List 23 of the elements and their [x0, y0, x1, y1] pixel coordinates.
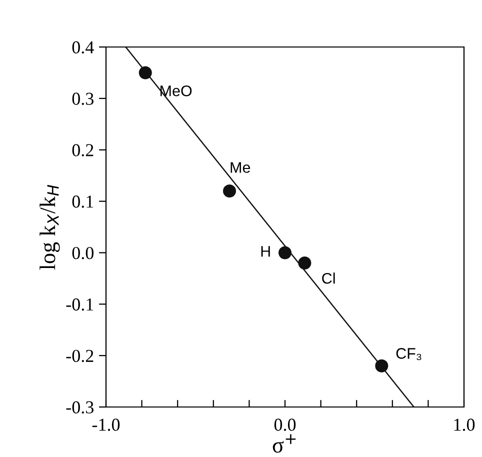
y-tick-label: -0.3: [66, 401, 94, 414]
y-tick-label: 0.4: [72, 41, 94, 54]
point: [375, 359, 388, 372]
annotation: Me: [230, 162, 250, 173]
y-tick-label: -0.2: [66, 350, 94, 362]
point: [223, 184, 236, 198]
point: [278, 246, 292, 260]
y-tick-label: 0.0: [72, 246, 94, 260]
annotation: Cl: [322, 272, 335, 284]
y-tick-label: 0.2: [72, 144, 94, 156]
point: [298, 256, 312, 270]
y-tick-label: -0.1: [66, 298, 94, 311]
y-tick-label: 0.3: [72, 92, 94, 105]
annotation: MeO: [160, 85, 192, 96]
point: [138, 66, 152, 80]
y-tick-label: 0.1: [72, 196, 94, 208]
annotation: CF₃: [396, 348, 422, 360]
x-axis-title: σ$^{+}$: [272, 434, 296, 453]
x-tick-label: 0.0: [274, 418, 296, 431]
annotation: H: [261, 246, 270, 257]
x-tick-label: 1.0: [454, 418, 475, 431]
y-axis-title: log k$_{X}$/k$_{H}$: [40, 184, 60, 270]
x-tick-label: -1.0: [92, 418, 120, 431]
